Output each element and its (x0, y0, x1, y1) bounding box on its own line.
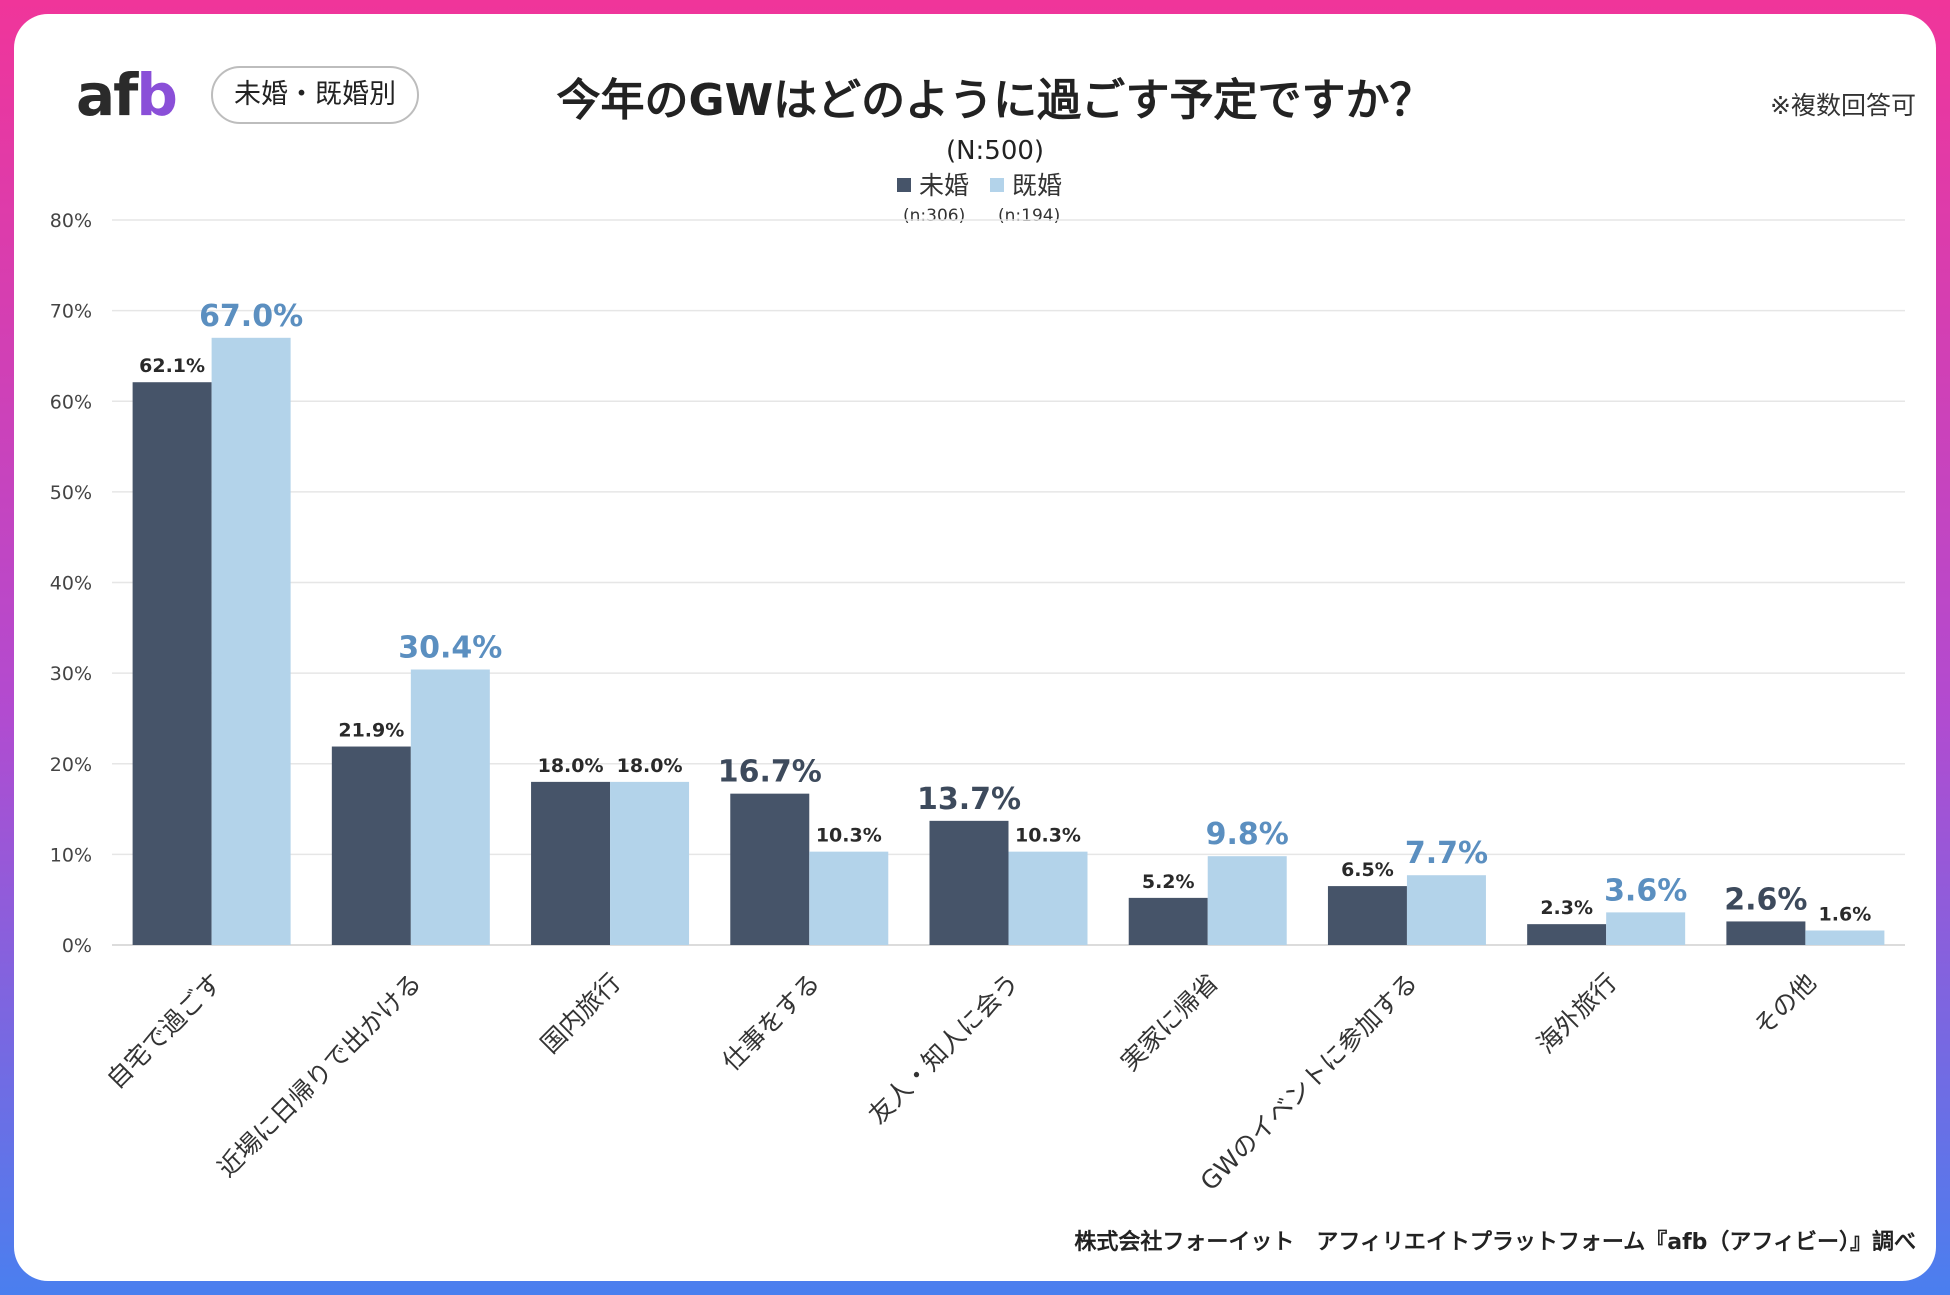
y-tick-label: 0% (62, 935, 92, 957)
data-label: 9.8% (1206, 817, 1289, 852)
x-category-label: 実家に帰省 (1115, 968, 1224, 1077)
legend-label-unmarried: 未婚 (919, 171, 970, 200)
y-tick-label: 60% (50, 391, 92, 413)
bar-chart: 0% 10% 20% 30% 40% 50% 60% 70% 80% 62.1% 67.0% 自宅で過… (50, 210, 1905, 1196)
chart-title: 今年のGWはどのように過ごす予定ですか？ (556, 75, 1434, 126)
legend-label-married: 既婚 (1012, 171, 1063, 200)
bar-married (211, 337, 291, 945)
bar-married (1008, 851, 1088, 945)
data-label: 13.7% (917, 782, 1021, 817)
bar-unmarried (1726, 921, 1806, 945)
source-credit: 株式会社フォーイット アフィリエイトプラットフォーム『afb（アフィビー）』調べ (1074, 1230, 1916, 1255)
bar-married (1406, 875, 1486, 945)
multiple-answer-note: ※複数回答可 (1770, 91, 1916, 120)
bar-unmarried (1527, 924, 1607, 945)
data-label: 21.9% (338, 720, 404, 742)
x-category-label: 友人・知人に会う (863, 968, 1025, 1130)
bar-unmarried (929, 820, 1009, 945)
bar-married (610, 781, 690, 945)
chart-card: afb 未婚・既婚別 今年のGWはどのように過ごす予定ですか？ ※複数回答可 (… (14, 14, 1936, 1281)
bar-unmarried (132, 382, 212, 945)
data-label: 1.6% (1819, 904, 1872, 926)
data-label: 10.3% (816, 825, 882, 847)
legend-n-married: (n:194) (998, 206, 1061, 226)
y-tick-label: 70% (50, 301, 92, 323)
y-tick-label: 50% (50, 482, 92, 504)
data-label: 2.6% (1724, 882, 1807, 917)
bar-unmarried (331, 746, 411, 945)
x-category-label: 自宅で過ごす (101, 968, 228, 1095)
data-label: 18.0% (617, 755, 683, 777)
bar-married (1207, 856, 1287, 945)
y-tick-label: 30% (50, 663, 92, 685)
x-category-label: 近場に日帰りで出かける (212, 968, 427, 1183)
x-category-label: GWのイベントに参加する (1195, 968, 1423, 1196)
data-label: 18.0% (538, 755, 604, 777)
legend-swatch-unmarried (897, 178, 911, 192)
data-label: 5.2% (1142, 871, 1195, 893)
y-tick-label: 10% (50, 844, 92, 866)
x-category-label: 国内旅行 (535, 968, 626, 1059)
bar-unmarried (1128, 897, 1208, 945)
bar-unmarried (730, 793, 810, 945)
x-category-label: その他 (1748, 968, 1822, 1042)
bar-unmarried (531, 781, 611, 945)
data-label: 10.3% (1015, 825, 1081, 847)
x-category-label: 海外旅行 (1531, 968, 1622, 1059)
data-label: 16.7% (718, 755, 822, 790)
y-tick-label: 80% (50, 210, 92, 232)
data-label: 7.7% (1405, 836, 1488, 871)
logo-text: afb (76, 61, 178, 129)
bar-married (1606, 912, 1686, 945)
legend-swatch-married (990, 178, 1004, 192)
afb-logo: afb (76, 61, 196, 132)
data-label: 3.6% (1604, 873, 1687, 908)
x-category-label: 仕事をする (717, 968, 826, 1077)
bar-married (410, 669, 490, 945)
y-tick-label: 20% (50, 754, 92, 776)
sample-size: (N:500) (945, 136, 1045, 166)
data-label: 67.0% (199, 299, 303, 334)
data-label: 2.3% (1540, 897, 1593, 919)
bar-married (809, 851, 889, 945)
data-label: 62.1% (139, 355, 205, 377)
bar-unmarried (1327, 886, 1407, 945)
segment-pill: 未婚・既婚別 (211, 66, 419, 124)
y-tick-label: 40% (50, 573, 92, 595)
data-label: 6.5% (1341, 859, 1394, 881)
data-label: 30.4% (398, 631, 502, 666)
chart-legend: 未婚 (n:306) 既婚 (n:194) (14, 166, 1936, 226)
bar-married (1805, 930, 1885, 945)
legend-n-unmarried: (n:306) (903, 206, 966, 226)
